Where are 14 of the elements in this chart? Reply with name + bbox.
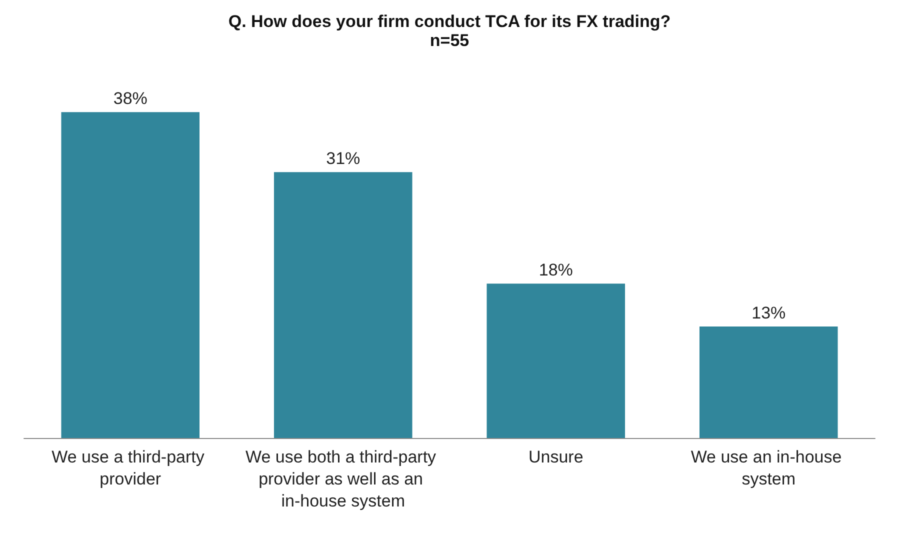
x-tick-label: We use an in-house system	[690, 448, 846, 488]
data-label: 13%	[752, 304, 786, 323]
data-label: 38%	[113, 89, 148, 108]
bar	[699, 326, 838, 438]
chart-subtitle: n=55	[430, 31, 470, 50]
x-tick-label: We use both a third-party provider as well as an in-house system	[245, 448, 441, 510]
bar	[274, 172, 412, 438]
bar	[486, 284, 626, 438]
data-label: 18%	[538, 260, 573, 280]
data-label: 31%	[326, 149, 360, 168]
x-tick-label: We use a third-party provider	[52, 448, 210, 488]
bar	[61, 112, 200, 438]
chart-title: Q. How does your firm conduct TCA for its FX trading?	[228, 12, 671, 31]
x-tick-label: Unsure	[528, 448, 584, 466]
